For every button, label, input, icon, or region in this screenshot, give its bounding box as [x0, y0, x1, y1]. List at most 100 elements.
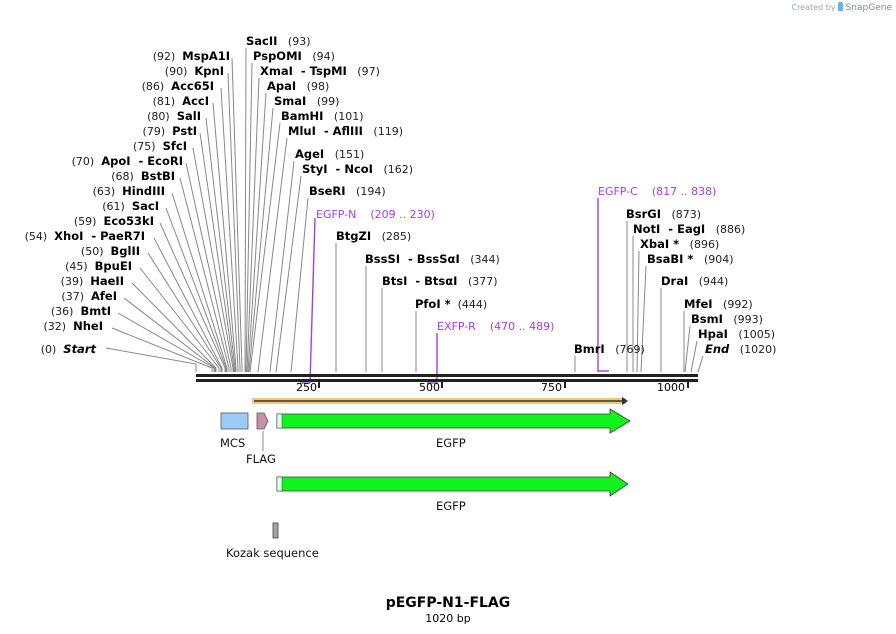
site-bsmi[interactable]: BsmI (993) [691, 312, 763, 327]
site-mfei[interactable]: MfeI (992) [684, 297, 753, 312]
site-drai[interactable]: DraI (944) [661, 274, 728, 289]
site-position: (79) [142, 125, 166, 138]
credit-brand: SnapGene [845, 3, 892, 13]
site-bsabi[interactable]: BsaBI * (904) [647, 252, 734, 267]
site-position: (769) [615, 343, 645, 356]
site-hpai[interactable]: HpaI (1005) [698, 328, 775, 342]
plasmid-name: pEGFP-N1-FLAG [385, 595, 511, 611]
site-psppomi[interactable]: PspOMI (94) [253, 50, 335, 64]
egfp-feature-2[interactable] [276, 471, 629, 497]
site-position: (68) [111, 170, 134, 183]
site-name: HaeII [90, 274, 124, 288]
site-position: (896) [689, 238, 720, 251]
site-position: (45) [65, 260, 88, 273]
site-name: BpuEI [94, 259, 132, 273]
site-noti-eagi[interactable]: NotI - EagI (886) [633, 223, 745, 237]
site-saci[interactable]: (61) SacI [102, 199, 159, 214]
site-name: ApaI [267, 79, 297, 93]
site-start[interactable]: (0) Start [41, 343, 96, 357]
site-name: BtsI - BtsαI [382, 274, 458, 288]
primer-egfp-c[interactable]: EGFP-C (817 .. 838) [598, 185, 716, 198]
site-name: XmaI - TspMI [260, 64, 347, 78]
site-bpuei[interactable]: (45) BpuEI [65, 259, 132, 274]
site-end[interactable]: End (1020) [705, 343, 776, 357]
site-smai[interactable]: SmaI (99) [274, 95, 339, 109]
site-bglii[interactable]: (50) BglII [80, 244, 141, 259]
site-name: MfeI [684, 297, 713, 311]
site-pfoi[interactable]: PfoI * (444) [415, 297, 487, 312]
site-name: DraI [661, 274, 689, 288]
site-name: BsmI [691, 312, 723, 326]
site-name: SacI [131, 199, 159, 213]
site-bsrgi[interactable]: BsrGI (873) [626, 207, 701, 222]
site-hindiii[interactable]: (63) HindIII [93, 185, 165, 199]
site-name: BamHI [281, 109, 324, 123]
site-styi-ncoi[interactable]: StyI - NcoI (162) [302, 163, 413, 177]
site-position: (93) [287, 35, 311, 48]
site-nhei[interactable]: (32) NheI [44, 320, 103, 334]
site-haeii[interactable]: (39) HaeII [61, 274, 124, 289]
site-position: (50) [80, 245, 104, 258]
site-xbai[interactable]: XbaI * (896) [640, 238, 720, 252]
site-afei[interactable]: (37) AfeI [61, 290, 117, 304]
mcs-feature[interactable] [220, 412, 249, 430]
site-position: (94) [312, 50, 335, 63]
site-name: BglII [110, 244, 141, 258]
site-acc65i[interactable]: (86) Acc65I [141, 80, 214, 94]
site-name: SfcI [162, 139, 187, 153]
site-position: (70) [71, 155, 95, 168]
site-position: (81) [152, 95, 176, 108]
site-bseri[interactable]: BseRI (194) [309, 185, 386, 199]
site-name: BsaBI * [647, 252, 694, 266]
site-bamhi[interactable]: BamHI (101) [281, 109, 364, 124]
site-position: (92) [152, 50, 176, 63]
orf-arrow [252, 397, 628, 405]
site-btgzi[interactable]: BtgZI (285) [336, 230, 411, 244]
backbone-bottom-strand [196, 379, 698, 382]
primer-egfp-n[interactable]: EGFP-N (209 .. 230) [316, 208, 435, 221]
egfp-start-hatch [276, 413, 283, 429]
egfp-label-2: EGFP [436, 499, 466, 513]
site-bstbi[interactable]: (68) BstBI [111, 170, 175, 184]
flag-feature[interactable] [256, 412, 269, 430]
site-mlui-afliii[interactable]: MluI - AflIII (119) [288, 125, 403, 139]
site-name: PfoI * [415, 297, 451, 311]
site-position: (119) [373, 125, 403, 138]
primer-exfp-r[interactable]: EXFP-R (470 .. 489) [437, 320, 554, 333]
site-name: BsrGI [626, 207, 661, 221]
site-position: (75) [133, 140, 156, 153]
egfp2-start-hatch [276, 476, 283, 492]
primer-name: EGFP-N [316, 208, 357, 221]
site-kpni[interactable]: (90) KpnI [165, 64, 224, 79]
site-sfci[interactable]: (75) SfcI [133, 139, 187, 154]
site-name: KpnI [194, 64, 224, 78]
kozak-feature[interactable] [272, 522, 279, 539]
site-apai[interactable]: ApaI (98) [267, 79, 330, 94]
site-apoi-ecori[interactable]: (70) ApoI - EcoRI [71, 155, 183, 169]
site-bsssi-bsssai[interactable]: BssSI - BssSαI (344) [365, 253, 500, 267]
site-position: (993) [733, 313, 763, 326]
site-bmri[interactable]: BmrI (769) [574, 343, 645, 357]
site-btsi-btsai[interactable]: BtsI - BtsαI (377) [382, 274, 498, 289]
site-bmti[interactable]: (36) BmtI [51, 304, 111, 319]
site-name: XhoI - PaeR7I [54, 229, 145, 243]
ruler-label-500: 500 [419, 381, 440, 394]
site-xmai-tspmi[interactable]: XmaI - TspMI (97) [260, 64, 380, 79]
site-sacii[interactable]: SacII (93) [246, 35, 311, 49]
site-position: (86) [141, 80, 165, 93]
site-xhoi-paer7i[interactable]: (54) XhoI - PaeR7I [25, 229, 145, 244]
site-leader-lines [105, 47, 704, 373]
site-position: (98) [306, 80, 330, 93]
site-mspa1i[interactable]: (92) MspA1I [152, 50, 230, 64]
site-psti[interactable]: (79) PstI [142, 124, 197, 139]
site-name: BmtI [80, 304, 111, 318]
site-agei[interactable]: AgeI (151) [295, 148, 364, 162]
site-sali[interactable]: (80) SalI [147, 110, 201, 124]
site-position: (61) [102, 200, 125, 213]
site-acci[interactable]: (81) AccI [152, 95, 209, 109]
backbone-top-strand [196, 374, 698, 377]
site-eco53ki[interactable]: (59) Eco53kI [74, 215, 154, 229]
egfp-feature[interactable] [276, 408, 631, 434]
site-name: PstI [172, 124, 197, 138]
